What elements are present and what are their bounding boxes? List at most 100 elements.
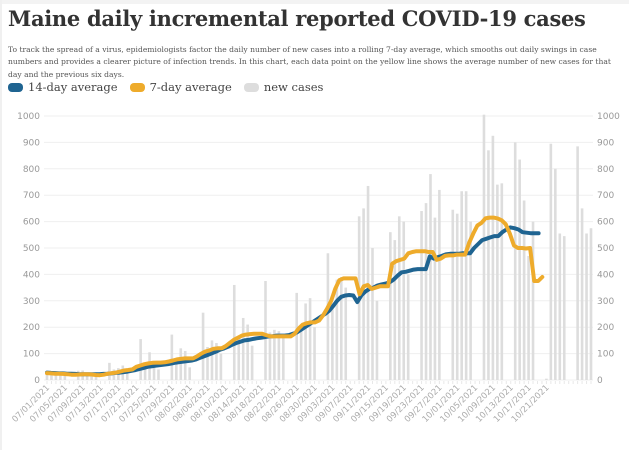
y-tick-label-left: 0 <box>34 376 40 386</box>
bar-new-cases <box>250 345 254 380</box>
y-tick-label-left: 400 <box>23 270 40 280</box>
bar-new-cases <box>304 303 307 380</box>
bar-new-cases <box>406 274 410 380</box>
legend-swatch-14-day <box>8 82 23 92</box>
bar-new-cases <box>215 343 218 380</box>
bar-new-cases <box>558 233 562 380</box>
bar-new-cases <box>206 347 209 380</box>
bar-new-cases <box>219 353 223 380</box>
bar-new-cases <box>94 374 98 380</box>
legend: 14-day average 7-day average new cases <box>8 80 335 94</box>
bar-new-cases <box>90 373 93 380</box>
bar-new-cases <box>232 284 236 380</box>
bar-new-cases <box>331 303 334 380</box>
bar-new-cases <box>335 279 339 380</box>
bar-new-cases <box>576 146 579 380</box>
y-tick-label-right: 800 <box>597 165 614 175</box>
legend-item-new-cases[interactable]: new cases <box>243 80 324 94</box>
legend-swatch-7-day <box>129 82 145 92</box>
bar-new-cases <box>469 221 472 380</box>
x-axis: 07/01/202107/05/202107/09/202107/13/2021… <box>10 381 592 425</box>
bar-new-cases <box>397 216 401 380</box>
y-tick-label-right: 600 <box>597 218 614 228</box>
bar-new-cases <box>402 221 406 380</box>
bar-new-cases <box>375 300 379 380</box>
y-tick-label-left: 500 <box>23 244 40 254</box>
bar-new-cases <box>438 189 441 380</box>
bar-new-cases <box>491 135 495 380</box>
bar-new-cases <box>188 367 191 380</box>
bar-new-cases <box>585 233 588 380</box>
bar-new-cases <box>424 203 428 380</box>
legend-label-14-day: 14-day average <box>28 80 118 94</box>
bar-new-cases <box>45 372 49 380</box>
bar-new-cases <box>210 340 214 380</box>
bar-new-cases <box>85 372 89 380</box>
y-tick-label-right: 300 <box>597 297 614 307</box>
chart-description: To track the spread of a virus, epidemio… <box>8 45 611 79</box>
bar-new-cases <box>139 339 142 380</box>
y-tick-label-left: 300 <box>23 297 40 307</box>
bar-new-cases <box>455 213 459 380</box>
bar-new-cases <box>433 217 437 380</box>
bar-new-cases <box>460 191 463 380</box>
y-tick-label-right: 900 <box>597 138 614 148</box>
legend-swatch-new-cases <box>243 82 259 92</box>
bar-new-cases <box>549 143 553 380</box>
bar-new-cases <box>63 373 67 380</box>
legend-label-new-cases: new cases <box>263 80 324 94</box>
bar-new-cases <box>268 332 272 380</box>
bar-new-cases <box>344 287 348 380</box>
bar-new-cases <box>183 350 187 380</box>
left-border <box>0 0 2 450</box>
bar-new-cases <box>170 334 174 380</box>
bar-new-cases <box>496 184 499 380</box>
legend-item-7-day[interactable]: 7-day average <box>129 80 232 94</box>
bar-new-cases <box>393 240 397 380</box>
bar-new-cases <box>54 374 58 380</box>
y-tick-label-left: 200 <box>23 323 40 333</box>
line-7-day-average <box>45 215 545 378</box>
bar-new-cases <box>175 364 178 380</box>
bar-new-cases <box>157 369 160 380</box>
bar-new-cases <box>518 159 521 380</box>
bar-new-cases <box>273 329 276 380</box>
bar-new-cases <box>451 209 455 380</box>
y-tick-label-right: 700 <box>597 191 614 201</box>
y-tick-label-left: 900 <box>23 138 40 148</box>
bar-new-cases <box>531 221 535 380</box>
top-border <box>0 0 629 4</box>
y-tick-label-left: 1000 <box>17 112 40 122</box>
bar-new-cases <box>527 255 530 380</box>
y-tick-label-left: 800 <box>23 165 40 175</box>
bar-new-cases <box>241 317 245 380</box>
y-tick-label-right: 200 <box>597 323 614 333</box>
bar-new-cases <box>50 372 53 380</box>
bar-new-cases <box>429 174 432 380</box>
bar-new-cases <box>482 114 486 381</box>
y-axis-left: 0 100 200 300 400 500 600 700 800 900 1000 <box>17 112 40 386</box>
bar-new-cases <box>246 324 249 380</box>
bar-new-cases <box>152 366 156 380</box>
bar-new-cases <box>125 371 129 380</box>
y-tick-label-left: 700 <box>23 191 40 201</box>
bar-new-cases <box>487 150 490 380</box>
bar-new-cases <box>201 312 205 380</box>
y-tick-label-right: 400 <box>597 270 614 280</box>
y-tick-label-right: 100 <box>597 350 614 360</box>
y-tick-label-left: 100 <box>23 350 40 360</box>
bar-new-cases <box>59 373 62 380</box>
legend-item-14-day[interactable]: 14-day average <box>8 80 118 94</box>
average-lines <box>45 215 545 378</box>
bar-new-cases <box>308 298 312 380</box>
bar-new-cases <box>108 362 111 380</box>
y-axis-right: 0 100 200 300 400 500 600 700 800 900 1000 <box>597 112 620 386</box>
bar-new-cases <box>282 336 285 380</box>
chart-title: Maine daily incremental reported COVID-1… <box>8 6 586 31</box>
bar-new-cases <box>513 142 517 380</box>
bar-new-cases <box>237 337 241 380</box>
bar-new-cases <box>554 168 557 380</box>
bar-new-cases <box>313 327 316 380</box>
legend-label-7-day: 7-day average <box>149 80 232 94</box>
bar-new-cases <box>500 183 504 380</box>
